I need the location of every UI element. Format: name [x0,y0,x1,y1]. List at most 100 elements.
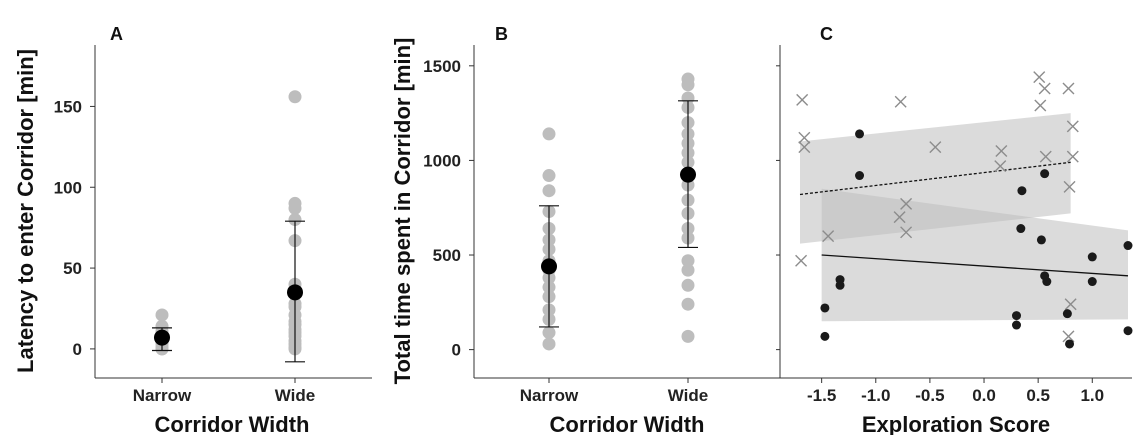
data-point-wide [681,278,695,292]
data-point-narrow [542,127,556,141]
data-point-cross [1062,330,1075,343]
data-point-cross [1034,99,1047,112]
cross-stroke [798,131,811,144]
data-point-cross [894,95,907,108]
panel-letter: A [110,24,123,44]
cross-stroke [795,254,808,267]
data-point-cross [1033,71,1046,84]
x-tick-label: 0.0 [972,386,996,405]
y-tick-label: 0 [452,341,461,360]
cross-stroke [796,93,809,106]
data-point-wide [681,263,695,277]
data-point-dot [1012,311,1022,321]
data-point-narrow [542,184,556,198]
data-point-wide [681,297,695,311]
x-tick-label-wide: Wide [275,386,315,405]
mean-point-narrow [541,258,557,275]
mean-point-wide [680,166,696,183]
x-tick-label: -1.0 [861,386,890,405]
data-point-dot [1042,277,1052,287]
data-point-cross [900,197,913,210]
data-point-cross [796,93,809,106]
data-point-wide [681,329,695,343]
cross-stroke [1064,298,1077,311]
cross-stroke [1066,150,1079,163]
x-tick-label-wide: Wide [668,386,708,405]
y-tick-label: 1000 [423,151,461,170]
cross-stroke [1034,99,1047,112]
mean-point-narrow [154,329,170,346]
data-point-cross [1064,298,1077,311]
y-tick-label: 1500 [423,57,461,76]
y-tick-label: 150 [54,97,82,116]
y-tick-label: 100 [54,178,82,197]
cross-stroke [1062,82,1075,95]
data-point-cross [893,211,906,224]
data-point-dot [1065,339,1075,349]
data-point-dot [855,171,865,181]
fit-line-cross [799,161,1071,196]
data-point-cross [1062,82,1075,95]
panel-letter: B [495,24,508,44]
cross-stroke [1038,82,1051,95]
x-tick-label: -1.5 [807,386,836,405]
cross-stroke [900,226,913,239]
y-tick-label: 50 [63,259,82,278]
panel-c: -1.5 -1.0 -0.5 0.0 0.5 1.0 C Exploration Score [776,24,1133,435]
x-tick-label: -0.5 [915,386,944,405]
data-point-dot [1012,320,1022,330]
data-point-dot [1123,326,1133,336]
data-point-cross [1066,120,1079,133]
cross-stroke [994,160,1007,173]
data-point-dot [1087,252,1097,262]
data-point-wide [681,254,695,268]
data-point-dot [855,129,865,139]
y-axis-title: Total time spent in Corridor [min] [390,38,415,385]
mean-point-wide [287,284,303,301]
cross-stroke [929,141,942,154]
cross-stroke [893,211,906,224]
data-point-dot [820,303,830,313]
data-point-cross [1063,180,1076,193]
panel-letter: C [820,24,833,44]
confidence-band-dot [821,188,1128,322]
data-point-narrow [155,308,169,322]
x-tick-label-narrow: Narrow [520,386,579,405]
data-point-cross [1038,82,1051,95]
data-point-narrow [542,337,556,351]
cross-stroke [894,95,907,108]
x-tick-label: 0.5 [1026,386,1050,405]
data-point-cross [929,141,942,154]
data-point-cross [795,254,808,267]
data-point-cross [798,131,811,144]
x-tick-label: 1.0 [1080,386,1104,405]
x-axis-title: Exploration Score [862,412,1050,435]
y-tick-label: 500 [433,246,461,265]
data-point-narrow [542,326,556,340]
data-point-wide [288,201,302,215]
x-tick-label-narrow: Narrow [133,386,192,405]
data-point-dot [1016,224,1026,234]
data-point-cross [994,160,1007,173]
cross-stroke [1063,180,1076,193]
cross-stroke [1039,150,1052,163]
data-point-cross [1066,150,1079,163]
data-point-dot [1036,235,1046,245]
cross-stroke [1066,120,1079,133]
x-axis-title: Corridor Width [155,412,310,435]
panel-a: 0 50 100 150 Narrow Wide A Corridor Width Latenc… [13,24,372,435]
data-point-dot [820,331,830,341]
data-point-cross [822,230,835,243]
data-point-dot [1017,186,1027,196]
data-point-dot [1040,169,1050,179]
data-point-cross [995,144,1008,157]
data-point-dot [1087,277,1097,287]
panel-b: 0 500 1000 1500 Narrow Wide B Corridor Width Tot… [390,24,780,435]
data-point-dot [835,280,845,290]
cross-stroke [900,197,913,210]
cross-stroke [822,230,835,243]
fit-line-dot [821,254,1129,277]
y-axis-title: Latency to enter Corridor [min] [13,49,38,373]
data-point-wide [288,213,302,227]
